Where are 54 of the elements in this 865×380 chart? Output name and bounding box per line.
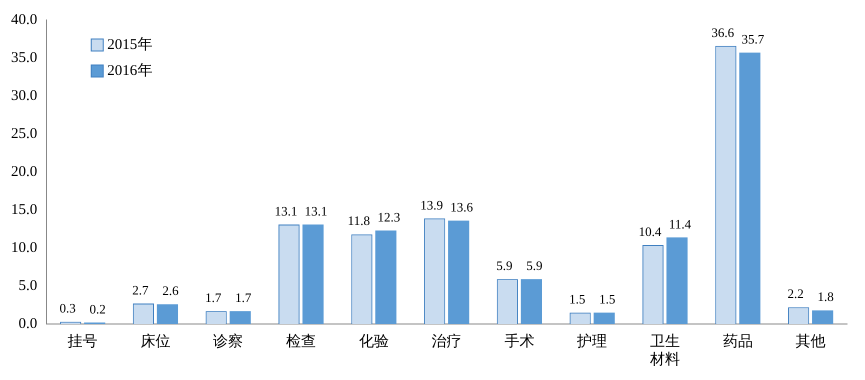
- bar: [812, 310, 834, 324]
- x-tick-label: 检查: [286, 332, 316, 350]
- data-label: 0.3: [60, 300, 76, 316]
- data-label: 13.1: [304, 203, 328, 218]
- bar: [666, 237, 688, 324]
- legend-label: 2016年: [107, 62, 152, 79]
- data-label: 13.6: [450, 200, 474, 215]
- bar: [156, 304, 178, 324]
- bar: [448, 220, 470, 324]
- bar: [302, 224, 324, 324]
- y-tick-label: 5.0: [18, 278, 38, 294]
- bar: [594, 312, 615, 324]
- data-label: 0.2: [90, 301, 106, 316]
- y-tick-label: 10.0: [11, 240, 38, 256]
- data-label: 2.7: [132, 282, 150, 298]
- x-tick-label: 床位: [140, 332, 170, 350]
- data-label: 10.4: [638, 224, 662, 239]
- x-tick-label: 治疗: [432, 332, 462, 350]
- data-label: 13.9: [420, 197, 443, 212]
- y-tick-label: 20.0: [11, 164, 38, 180]
- data-label: 36.6: [711, 24, 735, 40]
- x-tick-label: 诊察: [213, 332, 244, 350]
- data-label: 1.7: [205, 290, 222, 305]
- data-label: 11.8: [348, 213, 370, 228]
- bar: [230, 311, 251, 324]
- y-tick-label: 30.0: [11, 88, 38, 104]
- data-label: 1.7: [235, 290, 252, 305]
- bar: [739, 52, 760, 324]
- y-tick-label: 35.0: [11, 50, 38, 66]
- x-tick-label: 化验: [358, 332, 389, 350]
- x-tick-label: 其他: [796, 332, 826, 350]
- x-tick-label: 卫生材料: [649, 332, 680, 368]
- data-label: 1.5: [569, 292, 586, 307]
- data-label: 12.3: [377, 209, 400, 224]
- data-label: 35.7: [741, 32, 765, 47]
- bar: [520, 279, 542, 324]
- x-tick-label: 药品: [722, 332, 753, 350]
- data-label: 2.6: [162, 283, 180, 298]
- legend-label: 2015年: [107, 36, 152, 53]
- data-label: 1.8: [817, 289, 834, 304]
- y-tick-label: 15.0: [11, 202, 38, 218]
- data-label: 5.9: [496, 258, 513, 274]
- data-label: 2.2: [787, 286, 804, 302]
- y-tick-label: 0.0: [18, 316, 38, 332]
- x-tick-label: 挂号: [68, 332, 98, 350]
- data-label: 13.1: [274, 203, 298, 218]
- data-label: 1.5: [599, 292, 616, 307]
- bar: [375, 230, 396, 324]
- data-label: 5.9: [526, 258, 543, 274]
- x-tick-label: 手术: [504, 332, 534, 350]
- data-label: 11.4: [668, 216, 692, 232]
- x-tick-label: 护理: [576, 332, 608, 350]
- y-tick-label: 40.0: [11, 12, 38, 28]
- y-tick-label: 25.0: [11, 126, 38, 142]
